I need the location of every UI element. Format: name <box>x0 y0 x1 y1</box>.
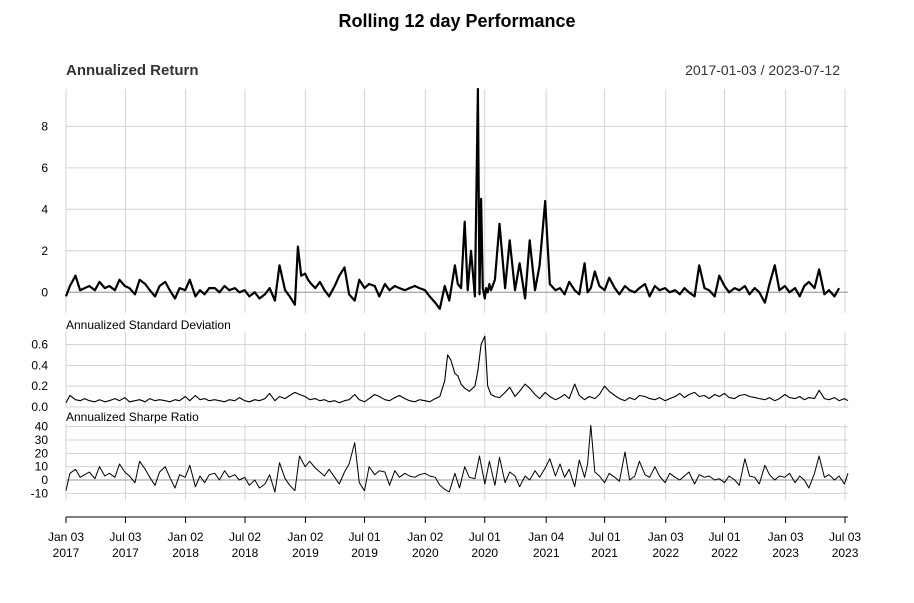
series-line-sharpe <box>65 424 849 493</box>
x-tick-year: 2020 <box>412 546 439 560</box>
y-tick-label: 0.0 <box>31 400 48 414</box>
x-tick-label: Jul 03 <box>109 530 141 544</box>
x-tick-year: 2019 <box>351 546 378 560</box>
y-tick-label: 0.4 <box>31 358 48 372</box>
x-tick-label: Jul 01 <box>469 530 501 544</box>
y-tick-label: 4 <box>41 202 48 216</box>
x-tick-label: Jan 03 <box>768 530 804 544</box>
x-tick-label: Jan 04 <box>528 530 564 544</box>
x-tick-label: Jul 03 <box>829 530 861 544</box>
x-tick-label: Jan 03 <box>48 530 84 544</box>
y-tick-label: 0.6 <box>31 337 48 351</box>
panel-stddev: 0.0 0.2 0.4 0.6 Annualized Standard Deviatio… <box>31 318 849 414</box>
date-range-label: 2017-01-03 / 2023-07-12 <box>685 62 840 78</box>
x-tick-year: 2017 <box>53 546 80 560</box>
y-tick-label: 6 <box>41 161 48 175</box>
x-tick-year: 2023 <box>832 546 859 560</box>
panel-title: Annualized Return <box>66 62 199 79</box>
series-line-stddev <box>65 335 849 404</box>
x-tick-year: 2021 <box>533 546 560 560</box>
x-tick-label: Jul 01 <box>708 530 740 544</box>
y-tick-label: 8 <box>41 119 48 133</box>
series-line-return <box>64 87 841 310</box>
x-tick-label: Jan 02 <box>407 530 443 544</box>
x-tick-label: Jul 01 <box>349 530 381 544</box>
x-tick-year: 2020 <box>471 546 498 560</box>
y-tick-label: 0.2 <box>31 379 48 393</box>
x-tick-label: Jul 01 <box>589 530 621 544</box>
x-tick-label: Jan 02 <box>168 530 204 544</box>
x-axis: Jan 03 2017 Jul 03 2017 Jan 02 2018 Jul 02 2018… <box>48 516 861 560</box>
y-tick-label: 30 <box>35 433 49 447</box>
x-tick-year: 2017 <box>112 546 139 560</box>
y-tick-label: 2 <box>41 244 48 258</box>
chart-panels: 0 2 4 6 8 Annualized Return 0.0 0.2 0.4 0.6 Annual… <box>31 62 849 500</box>
x-tick-year: 2022 <box>711 546 738 560</box>
x-tick-year: 2023 <box>772 546 799 560</box>
panel-return: 0 2 4 6 8 Annualized Return <box>41 62 848 313</box>
x-tick-label: Jul 02 <box>229 530 261 544</box>
x-tick-label: Jan 02 <box>287 530 323 544</box>
chart-title: Rolling 12 day Performance <box>338 11 575 31</box>
x-tick-year: 2018 <box>172 546 199 560</box>
x-tick-label: Jan 03 <box>648 530 684 544</box>
y-tick-label: 0 <box>41 473 48 487</box>
panel-title: Annualized Standard Deviation <box>66 318 231 332</box>
panel-title: Annualized Sharpe Ratio <box>66 410 199 424</box>
y-tick-label: -10 <box>31 486 49 500</box>
x-tick-year: 2022 <box>652 546 679 560</box>
y-tick-label: 10 <box>35 460 49 474</box>
y-tick-label: 20 <box>35 446 49 460</box>
x-tick-year: 2018 <box>232 546 259 560</box>
y-tick-label: 40 <box>35 420 49 434</box>
x-tick-year: 2021 <box>591 546 618 560</box>
y-tick-label: 0 <box>41 285 48 299</box>
x-tick-year: 2019 <box>292 546 319 560</box>
